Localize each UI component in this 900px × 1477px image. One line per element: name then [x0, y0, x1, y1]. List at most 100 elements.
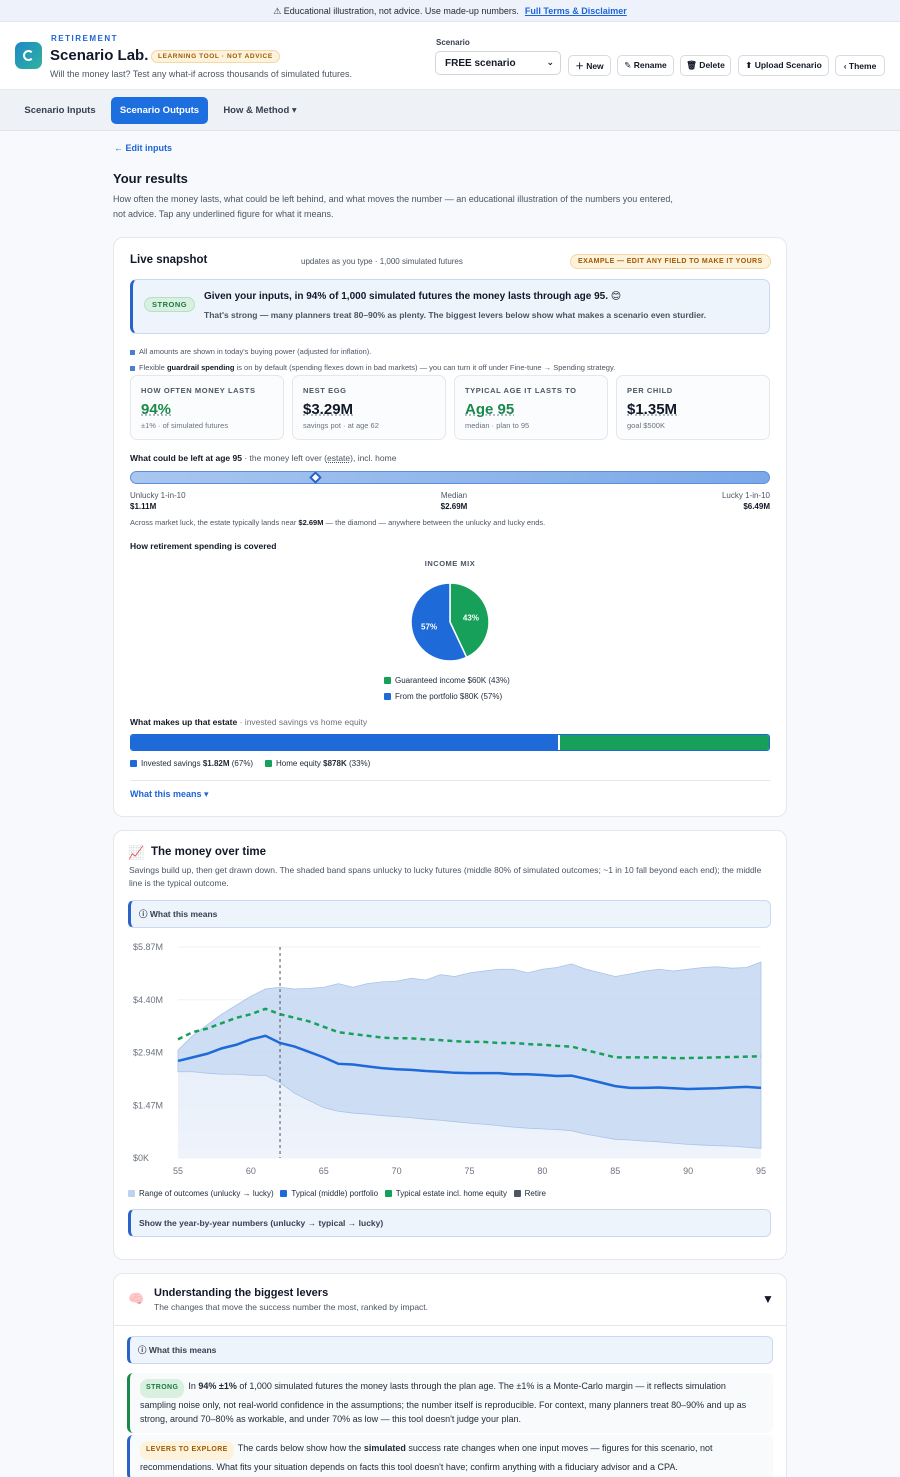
smile-icon: 😊: [610, 291, 622, 302]
range-note: Across market luck, the estate typically…: [130, 518, 545, 527]
legend-pct: (33%): [348, 759, 371, 768]
legend-swatch: [384, 693, 391, 700]
app-subtitle: Will the money last? Test any what-if ac…: [50, 69, 352, 79]
x-tick-label: 65: [319, 1166, 329, 1176]
segment-divider: [558, 735, 561, 750]
money-over-time-chart: $0K $1.47M $2.94M $4.40M $5.87M 55 60 65 70 75 80 8…: [133, 942, 766, 1176]
guardrail-term[interactable]: guardrail spending: [166, 363, 235, 372]
chart-legend: Range of outcomes (unlucky → lucky) Typi…: [128, 1189, 546, 1198]
legend-value: $1.82M: [202, 759, 230, 768]
bullet-icon: [130, 365, 135, 371]
app-kicker: RETIREMENT: [51, 34, 118, 43]
rename-scenario-button[interactable]: ✎ Rename: [617, 55, 674, 76]
pie-legend-label: Guaranteed income $60K (43%): [395, 676, 510, 685]
pie-legend-label: From the portfolio $80K (57%): [395, 692, 503, 701]
guardrail-note-pre: Flexible: [139, 363, 165, 372]
scenario-label: Scenario: [436, 38, 470, 47]
banner-text: ⚠ Educational illustration, not advice. …: [273, 6, 519, 16]
tab-bar: Scenario Inputs Scenario Outputs How & M…: [0, 90, 900, 131]
below-band-fill: [178, 1071, 761, 1158]
left-at-age-rest: · the money left over (: [244, 453, 327, 463]
scenario-select[interactable]: FREE scenario ⌄: [435, 51, 561, 75]
metric-title: TYPICAL AGE IT LASTS TO: [465, 386, 577, 395]
bullet-icon: [130, 349, 135, 355]
levers-explore-paragraph: LEVERS TO EXPLORE The cards below show ho…: [127, 1435, 773, 1477]
estate-segment-invested: [131, 735, 559, 750]
legend-swatch-retire: [513, 1190, 521, 1197]
legend-swatch: [265, 760, 272, 767]
chart-trend-icon: 📈: [128, 845, 145, 860]
guardrail-note: Flexible guardrail spending is on by def…: [130, 363, 615, 372]
metric-value-nest-egg: $3.29M: [303, 401, 354, 418]
estate-composition-heading: What makes up that estate · invested sav…: [130, 717, 367, 727]
money-desc: Savings build up, then get drawn down. T…: [129, 865, 762, 888]
range-high-label: Lucky 1-in-10: [721, 491, 770, 500]
guardrail-note-post: is on by default (spending flexes down i…: [236, 363, 616, 372]
snapshot-updates: updates as you type · 1,000 simulated fu…: [301, 257, 463, 266]
coverage-title: How retirement spending is covered: [130, 541, 277, 551]
range-mid-label: Median: [440, 491, 468, 500]
range-note-value: $2.69M: [298, 518, 324, 527]
y-tick-label: $5.87M: [133, 942, 163, 952]
year-by-year-toggle[interactable]: Show the year-by-year numbers (unlucky →…: [128, 1209, 771, 1237]
verdict-text: Given your inputs, in 94% of 1,000 simul…: [204, 291, 608, 302]
estate-composition-bar: [130, 734, 770, 751]
delete-scenario-button[interactable]: 🗑 Delete: [680, 55, 731, 76]
range-note-post: — the diamond — anywhere between the unl…: [325, 518, 546, 527]
edit-inputs-link[interactable]: ← Edit inputs: [114, 143, 172, 153]
x-tick-label: 85: [610, 1166, 620, 1176]
divider: [130, 780, 770, 781]
range-note-pre: Across market luck, the estate typically…: [130, 518, 297, 527]
verdict-strong-badge: STRONG: [144, 297, 196, 312]
estate-composition-sub: · invested savings vs home equity: [239, 717, 368, 727]
tab-scenario-inputs[interactable]: Scenario Inputs: [24, 105, 96, 116]
new-scenario-button[interactable]: ＋ New: [568, 55, 611, 76]
pie-slice-label: 43%: [463, 613, 479, 622]
outcome-range-band: [177, 961, 762, 1149]
metric-card-success[interactable]: HOW OFTEN MONEY LASTS 94% ±1% · of simulat…: [130, 375, 284, 440]
inflation-note-text: All amounts are shown in today's buying …: [139, 347, 372, 356]
estate-legend-home: Home equity $878K (33%): [265, 759, 370, 768]
y-tick-label: $0K: [133, 1153, 149, 1163]
brain-icon: 🧠: [128, 1291, 145, 1306]
range-low-value: $1.11M: [130, 502, 157, 511]
x-tick-label: 80: [537, 1166, 547, 1176]
x-tick-label: 75: [464, 1166, 474, 1176]
tab-scenario-outputs[interactable]: Scenario Outputs: [111, 97, 208, 124]
scenario-select-value: FREE scenario: [445, 58, 516, 69]
money-title: The money over time: [151, 846, 267, 858]
money-what-this-means[interactable]: ⓘ What this means: [128, 900, 771, 928]
para-text: In: [188, 1381, 196, 1391]
verdict-headline: Given your inputs, in 94% of 1,000 simul…: [204, 291, 621, 302]
legend-estate-label: Typical estate incl. home equity: [395, 1189, 507, 1198]
tab-how-method[interactable]: How & Method ▾: [223, 105, 297, 116]
pie-legend-guaranteed: Guaranteed income $60K (43%): [384, 676, 510, 685]
levers-collapse-toggle[interactable]: ▼: [762, 1292, 774, 1306]
estate-term[interactable]: estate: [326, 453, 351, 463]
para-bold: simulated: [363, 1443, 406, 1453]
upload-scenario-button[interactable]: ⬆ Upload Scenario: [738, 55, 829, 76]
app-logo-icon: [15, 42, 42, 69]
metric-card-typical-age[interactable]: TYPICAL AGE IT LASTS TO Age 95 median · pl…: [454, 375, 608, 440]
terms-link[interactable]: Full Terms & Disclaimer: [524, 6, 627, 16]
learning-tool-badge: LEARNING TOOL · NOT ADVICE: [151, 50, 280, 63]
metric-sub: goal $500K: [627, 421, 665, 430]
metric-card-per-child[interactable]: PER CHILD $1.35M goal $500K: [616, 375, 770, 440]
snapshot-what-this-means[interactable]: What this means ▾: [130, 789, 209, 799]
x-tick-label: 70: [392, 1166, 402, 1176]
strong-tag: STRONG: [140, 1379, 185, 1398]
metric-sub: savings pot · at age 62: [303, 421, 379, 430]
levers-what-this-means[interactable]: ⓘ What this means: [127, 1336, 773, 1364]
typical-portfolio-line: [177, 1034, 762, 1091]
legend-swatch-portfolio: [280, 1190, 288, 1197]
x-tick-label: 95: [756, 1166, 766, 1176]
pie-legend-portfolio: From the portfolio $80K (57%): [384, 692, 502, 701]
levers-subtitle: The changes that move the success number…: [154, 1302, 429, 1312]
estate-legend-invested: Invested savings $1.82M (67%): [130, 759, 253, 768]
para-text: of 1,000 simulated futures the money las…: [140, 1381, 747, 1424]
levers-explore-tag: LEVERS TO EXPLORE: [140, 1441, 234, 1460]
theme-button[interactable]: ‹ Theme: [835, 55, 885, 76]
estate-range-bar: [130, 471, 770, 484]
results-title: Your results: [113, 171, 188, 186]
metric-card-nest-egg[interactable]: NEST EGG $3.29M savings pot · at age 62: [292, 375, 446, 440]
